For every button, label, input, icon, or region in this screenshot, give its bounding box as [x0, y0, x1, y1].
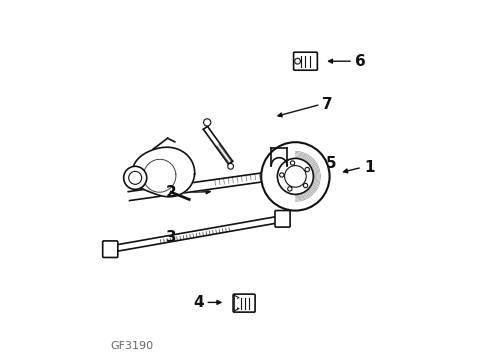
Text: 6: 6 [355, 54, 366, 69]
Text: 2: 2 [166, 185, 176, 200]
Polygon shape [234, 295, 240, 311]
Circle shape [294, 58, 300, 64]
Text: GF3190: GF3190 [110, 341, 153, 351]
FancyBboxPatch shape [294, 52, 318, 70]
Circle shape [277, 158, 314, 194]
Circle shape [305, 167, 309, 172]
Polygon shape [116, 217, 277, 251]
Text: 3: 3 [166, 230, 176, 245]
Text: 7: 7 [322, 97, 333, 112]
Circle shape [291, 161, 294, 165]
Circle shape [204, 119, 211, 126]
Circle shape [261, 142, 330, 211]
FancyBboxPatch shape [233, 294, 255, 312]
Circle shape [123, 166, 147, 189]
FancyBboxPatch shape [103, 241, 118, 257]
Text: 1: 1 [364, 160, 374, 175]
Circle shape [288, 187, 292, 191]
Polygon shape [203, 126, 233, 164]
Circle shape [280, 173, 284, 177]
Polygon shape [128, 167, 308, 201]
Circle shape [303, 183, 308, 188]
Text: 5: 5 [326, 156, 337, 171]
Circle shape [228, 163, 233, 169]
FancyBboxPatch shape [275, 211, 290, 227]
Polygon shape [132, 147, 195, 197]
Circle shape [285, 166, 306, 187]
Text: 4: 4 [193, 295, 203, 310]
